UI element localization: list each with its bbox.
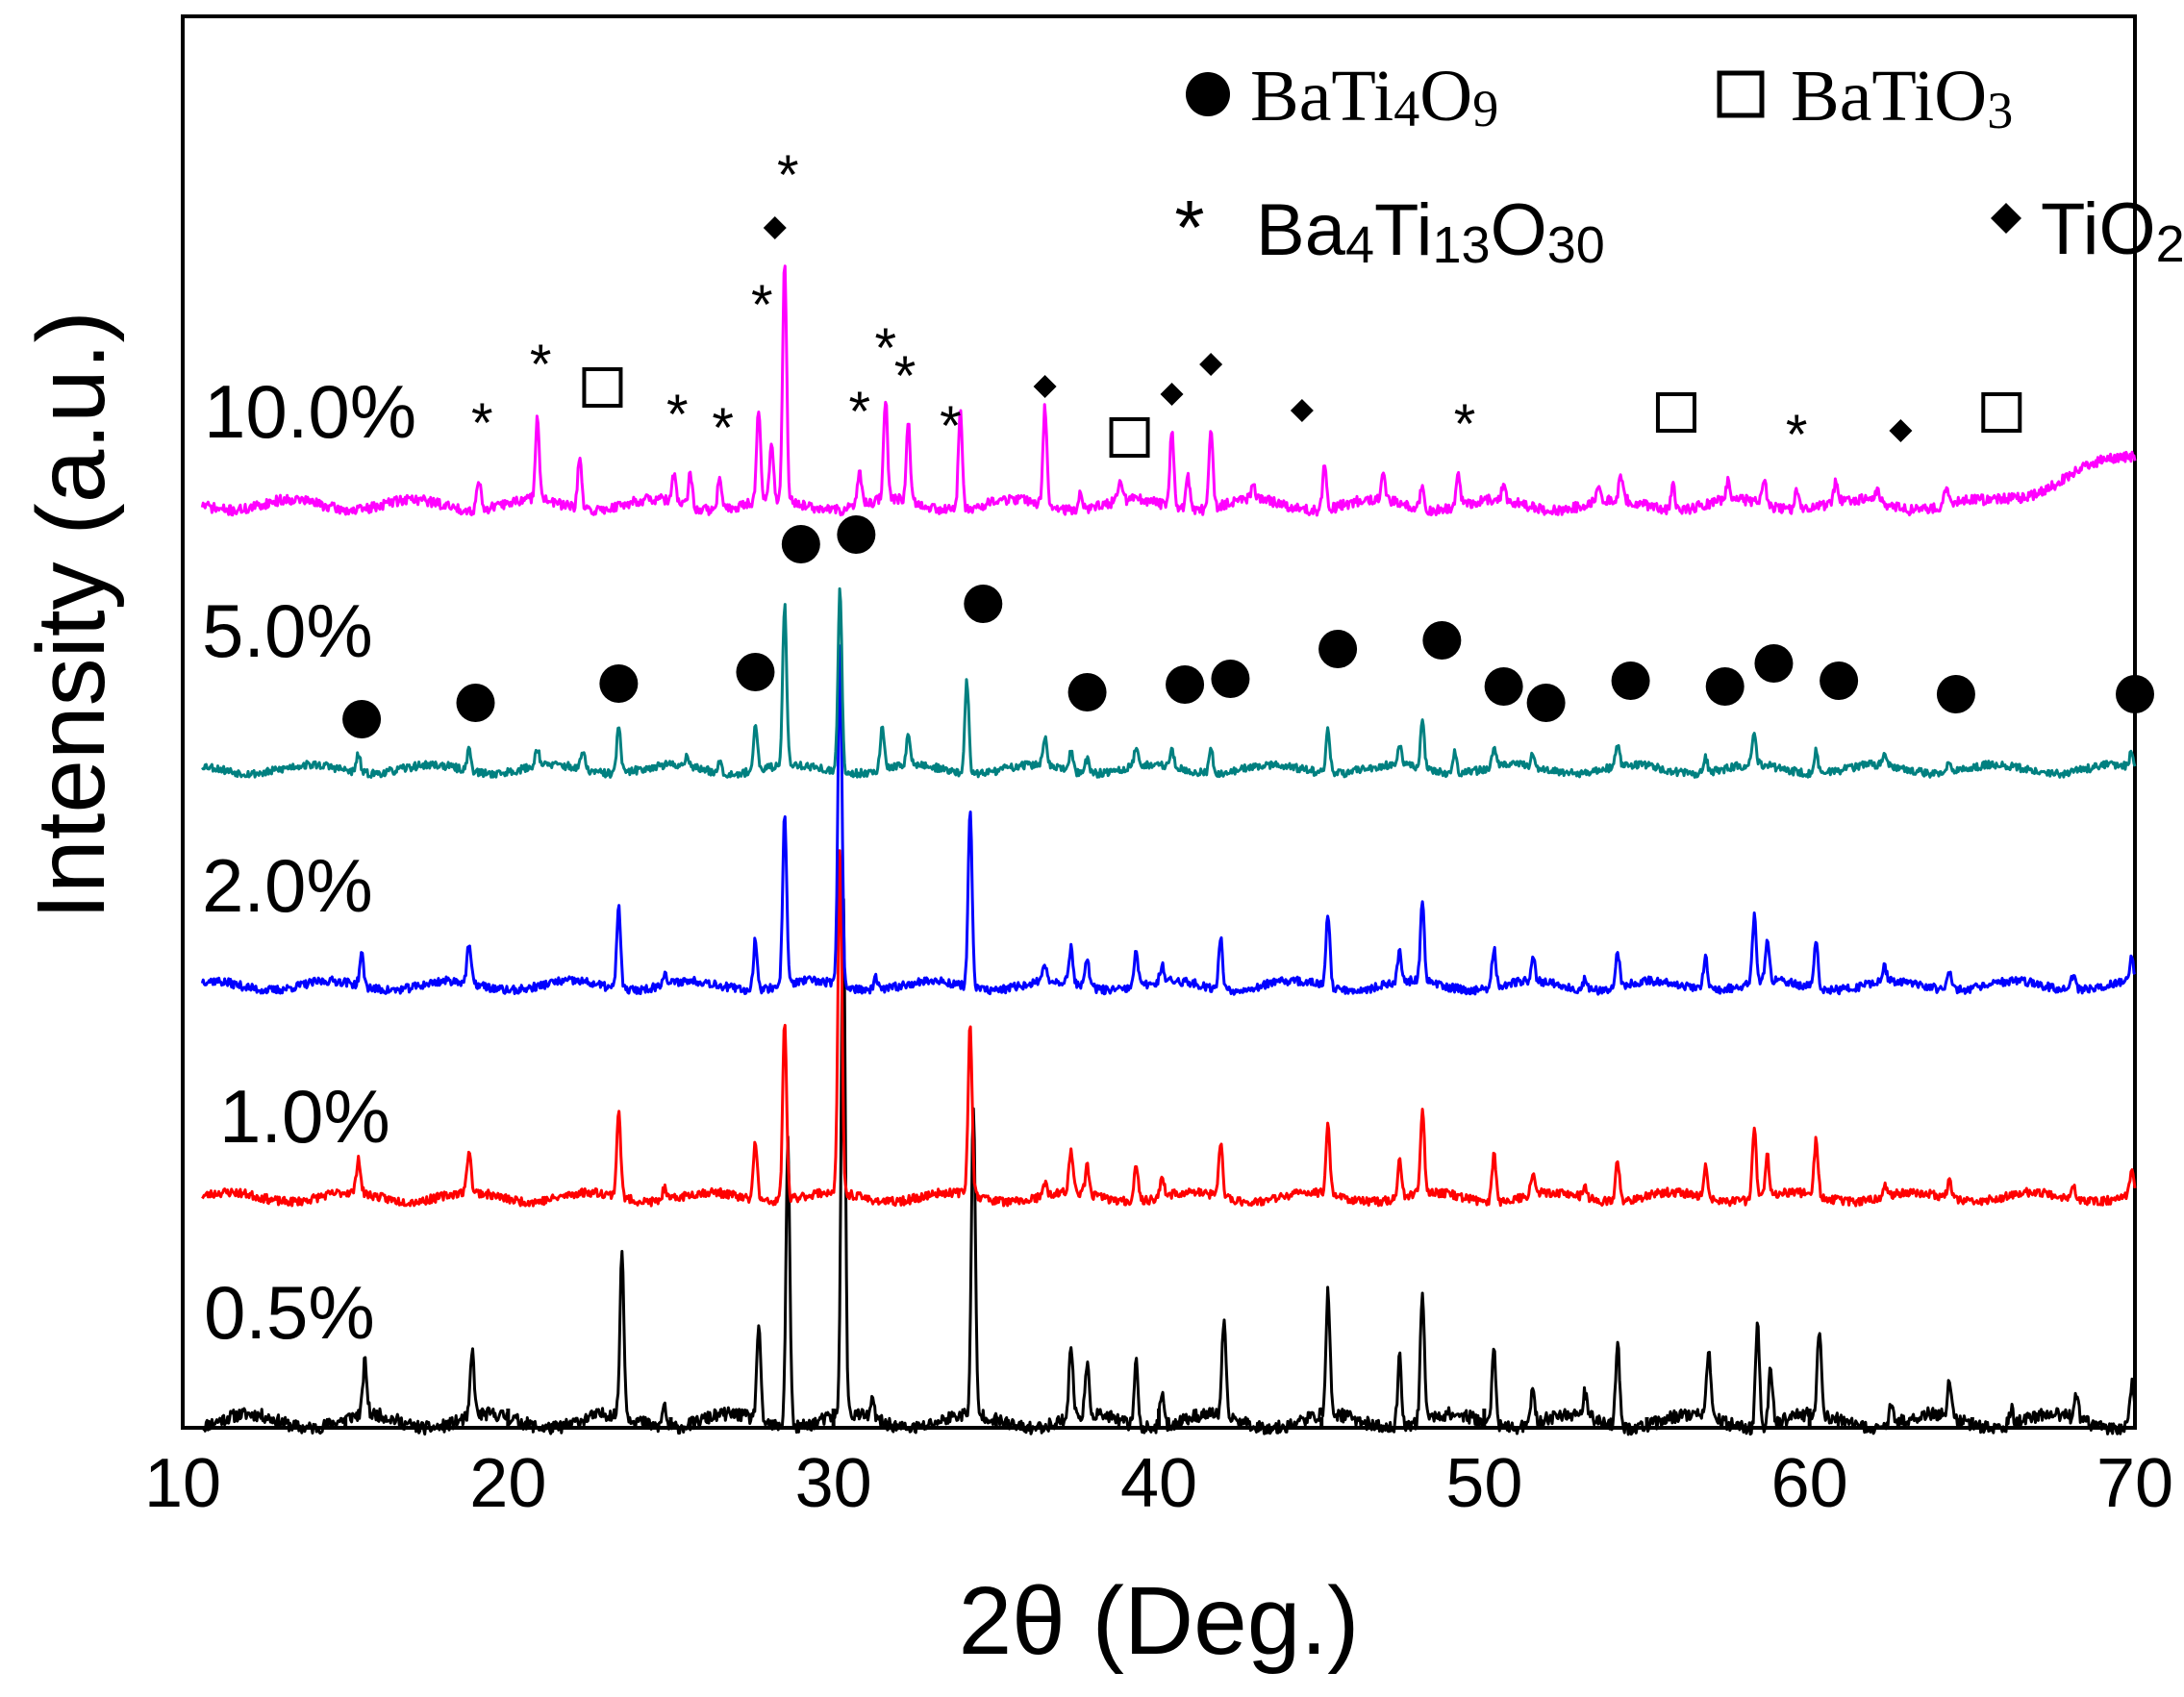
axis-text: 2θ (Deg.) Intensity (a.u.) (17, 311, 1359, 1675)
ba4ti13o30-peak-marker: * (848, 381, 870, 443)
series-line-10 (201, 849, 2137, 1208)
batI4o9-peak-marker (599, 664, 639, 703)
ba4ti13o30-peak-marker: * (712, 397, 734, 460)
x-tick-label: 20 (469, 1445, 546, 1522)
batI4o9-peak-marker (837, 515, 876, 554)
ba4ti13o30-peak-marker: * (530, 334, 552, 396)
batI4o9-peak-marker (1820, 661, 1859, 700)
batI4o9-peak-marker (1484, 667, 1523, 706)
tio2-peak-marker (1290, 399, 1314, 422)
x-tick-label: 10 (144, 1445, 221, 1522)
batI4o9-peak-marker (1166, 665, 1205, 704)
legend-asterisk-icon: * (1174, 185, 1204, 270)
x-tick-label: 60 (1771, 1445, 1848, 1522)
series-line-50 (201, 586, 2137, 779)
ba4ti13o30-peak-marker: * (751, 274, 773, 337)
batI4o9-peak-marker (1754, 644, 1794, 683)
tio2-peak-marker (1889, 419, 1913, 442)
batI4o9-peak-marker (736, 653, 775, 691)
legend-label-ba4ti13o30: Ba4Ti13O30 (1256, 189, 1605, 274)
x-tick-label: 70 (2096, 1445, 2173, 1522)
batI4o9-peak-marker (1611, 661, 1650, 700)
batI4o9-peak-marker (1422, 621, 1462, 660)
batio3-peak-marker (1109, 417, 1150, 458)
series-layer (200, 264, 2137, 1436)
batI4o9-peak-marker (1211, 660, 1250, 698)
batI4o9-peak-marker (2116, 675, 2154, 713)
batI4o9-peak-marker (342, 700, 382, 738)
legend-label-batI4o9: BaTi4O9 (1250, 56, 1498, 137)
series-line-05 (201, 897, 2137, 1436)
legend-label-batio3: BaTiO3 (1791, 56, 2013, 139)
ba4ti13o30-peak-marker: * (875, 317, 897, 380)
series-label-2: 2.0% (202, 843, 373, 928)
batI4o9-peak-marker (1318, 630, 1358, 668)
tio2-peak-marker (1033, 375, 1057, 398)
tio2-peak-marker (1199, 353, 1223, 376)
x-axis-ticks: 10 20 30 40 50 60 70 (144, 1409, 2173, 1522)
x-tick-label: 30 (795, 1445, 872, 1522)
ba4ti13o30-peak-marker: * (894, 345, 916, 408)
tio2-peak-marker (763, 216, 787, 239)
legend: BaTi4O9 BaTiO3 * Ba4Ti13O30 TiO2 (1174, 56, 2184, 274)
ba4ti13o30-peak-marker: * (1454, 393, 1476, 456)
batI4o9-peak-marker (1705, 667, 1745, 706)
ba4ti13o30-peak-marker: * (777, 144, 799, 207)
series-label-5: 5.0% (202, 588, 373, 673)
batI4o9-peak-marker (781, 525, 820, 563)
ba4ti13o30-peak-marker: * (666, 384, 689, 446)
batio3-peak-marker (1655, 392, 1696, 433)
x-axis-title: 2θ (Deg.) (959, 1567, 1360, 1675)
ba4ti13o30-peak-marker: * (1786, 404, 1808, 466)
batI4o9-peak-marker (1936, 675, 1975, 713)
legend-square-icon (1717, 70, 1765, 118)
series-label-1: 1.0% (219, 1074, 390, 1159)
sample-labels: 10.0% 5.0% 2.0% 1.0% 0.5% (202, 369, 416, 1355)
batio3-peak-marker (582, 367, 623, 408)
ba4ti13o30-peak-marker: * (940, 395, 962, 458)
legend-label-tio2: TiO2 (2041, 188, 2184, 273)
tio2-peak-marker (1160, 383, 1184, 406)
x-tick-label: 40 (1120, 1445, 1197, 1522)
batI4o9-peak-marker (1526, 684, 1566, 722)
peak-marker-layer: *** ******* * * (342, 144, 2154, 738)
legend-diamond-icon (1991, 203, 2021, 234)
y-axis-title: Intensity (a.u.) (17, 311, 125, 920)
x-tick-label: 50 (1445, 1445, 1522, 1522)
batI4o9-peak-marker (456, 684, 495, 722)
batI4o9-peak-marker (964, 585, 1003, 623)
series-label-05: 0.5% (204, 1270, 375, 1355)
series-line-20 (200, 644, 2137, 996)
series-line-100 (200, 264, 2137, 517)
series-label-10: 10.0% (204, 369, 416, 454)
ba4ti13o30-peak-marker: * (471, 392, 493, 455)
legend-circle-icon (1186, 72, 1230, 116)
batI4o9-peak-marker (1067, 673, 1107, 711)
batio3-peak-marker (1981, 392, 2022, 433)
